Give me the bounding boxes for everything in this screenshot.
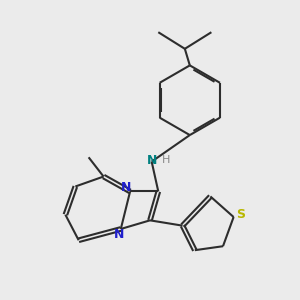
Text: N: N — [147, 154, 158, 167]
Text: N: N — [121, 181, 131, 194]
Text: H: H — [161, 154, 170, 165]
Text: S: S — [236, 208, 245, 221]
Text: N: N — [114, 228, 124, 242]
